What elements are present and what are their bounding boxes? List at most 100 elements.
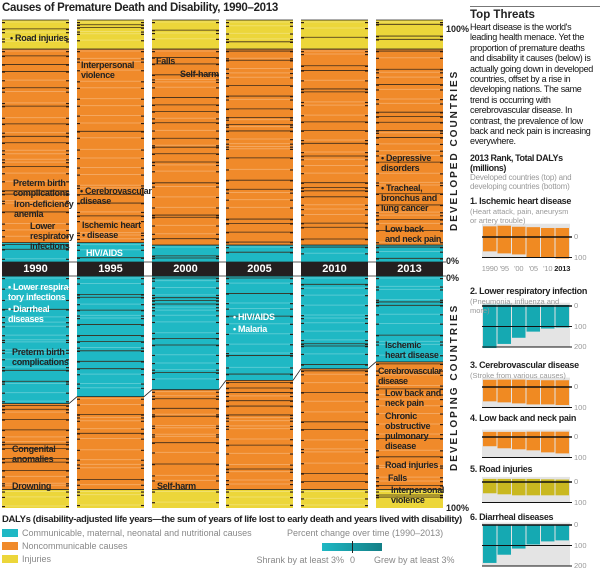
axis-label-zero-top: 0% xyxy=(446,256,460,266)
mini-chart-background xyxy=(482,223,570,258)
change-tick xyxy=(66,80,69,82)
change-tick xyxy=(66,409,69,411)
change-tick xyxy=(141,157,144,160)
change-tick xyxy=(2,159,5,161)
mini-bar-'10 xyxy=(541,479,555,496)
label-dvg-malaria: • Malaria xyxy=(233,324,267,334)
change-tick xyxy=(301,287,304,290)
label-dvg-diarrheal: • Diarrheal diseases xyxy=(8,304,50,324)
mini-chart-background xyxy=(482,377,570,408)
change-tick xyxy=(216,97,219,99)
change-tick xyxy=(141,428,144,430)
change-tick xyxy=(376,150,379,152)
band-noncommunicable xyxy=(376,361,443,490)
change-tick xyxy=(77,149,80,151)
change-tick xyxy=(290,157,293,160)
change-tick xyxy=(440,132,443,134)
change-tick xyxy=(216,332,219,334)
change-tick xyxy=(365,151,368,154)
mini-bar-'05 xyxy=(526,478,540,496)
change-tick xyxy=(216,307,219,309)
change-tick xyxy=(2,132,5,134)
change-tick xyxy=(301,37,304,39)
stacked-composition-chart xyxy=(2,19,446,508)
change-tick xyxy=(216,32,219,35)
change-tick xyxy=(141,194,144,196)
change-tick xyxy=(152,491,155,493)
change-tick xyxy=(152,434,155,436)
change-tick xyxy=(77,174,80,176)
change-tick xyxy=(365,353,368,356)
change-tick xyxy=(226,85,229,87)
change-tick xyxy=(216,338,219,340)
year-label-1995: 1995 xyxy=(98,263,123,275)
change-tick xyxy=(216,300,219,302)
change-tick xyxy=(141,174,144,176)
change-tick xyxy=(66,136,69,138)
change-tick xyxy=(290,60,293,62)
change-tick xyxy=(66,150,69,152)
change-tick xyxy=(141,383,144,385)
change-tick xyxy=(141,433,144,435)
change-tick xyxy=(216,153,219,155)
change-tick xyxy=(365,187,368,189)
change-tick xyxy=(2,436,5,439)
band-injuries xyxy=(152,489,219,508)
change-tick xyxy=(66,166,69,168)
change-tick xyxy=(141,58,144,60)
band-noncommunicable xyxy=(226,380,293,490)
change-tick xyxy=(216,122,219,124)
band-communicable xyxy=(301,245,368,262)
change-tick xyxy=(440,355,443,357)
change-tick xyxy=(77,221,80,223)
change-tick xyxy=(226,395,229,398)
change-tick xyxy=(152,425,155,427)
change-tick xyxy=(77,491,80,493)
change-tick xyxy=(376,467,379,469)
label-dev-preterm: Preterm birth complications xyxy=(13,178,70,198)
change-tick xyxy=(66,383,69,385)
change-tick xyxy=(290,344,293,346)
change-tick xyxy=(376,230,379,232)
change-tick xyxy=(66,392,69,394)
connector-line xyxy=(367,361,377,370)
change-tick xyxy=(216,442,219,444)
mini-bar-1990 xyxy=(483,431,497,447)
mini-bar-'10 xyxy=(541,524,555,542)
change-tick xyxy=(66,71,69,73)
change-tick xyxy=(2,22,5,24)
change-tick xyxy=(440,24,443,26)
change-tick xyxy=(141,131,144,133)
change-tick xyxy=(77,115,80,117)
change-tick xyxy=(440,497,443,499)
change-tick xyxy=(226,308,229,310)
change-tick xyxy=(440,99,443,101)
change-tick xyxy=(365,159,368,161)
change-tick xyxy=(290,464,293,466)
change-tick xyxy=(77,24,80,26)
change-tick xyxy=(77,131,80,133)
change-tick xyxy=(2,448,5,450)
change-tick xyxy=(77,61,80,63)
change-tick xyxy=(440,122,443,124)
change-tick xyxy=(77,310,80,312)
band-injuries xyxy=(376,20,443,50)
change-tick xyxy=(66,352,69,354)
change-tick xyxy=(226,189,229,191)
change-tick xyxy=(2,117,5,119)
change-tick xyxy=(376,423,379,426)
change-tick xyxy=(141,238,144,240)
change-tick xyxy=(216,310,219,312)
change-tick xyxy=(152,321,155,324)
change-tick xyxy=(152,63,155,66)
mini-tick-label: 100 xyxy=(574,452,587,462)
change-tick xyxy=(365,91,368,94)
change-tick xyxy=(226,139,229,141)
change-tick xyxy=(152,225,155,227)
change-tick xyxy=(216,57,219,59)
change-tick xyxy=(2,136,5,138)
change-tick xyxy=(440,438,443,440)
change-tick xyxy=(152,118,155,120)
year-bar xyxy=(376,262,443,276)
change-tick xyxy=(141,22,144,24)
